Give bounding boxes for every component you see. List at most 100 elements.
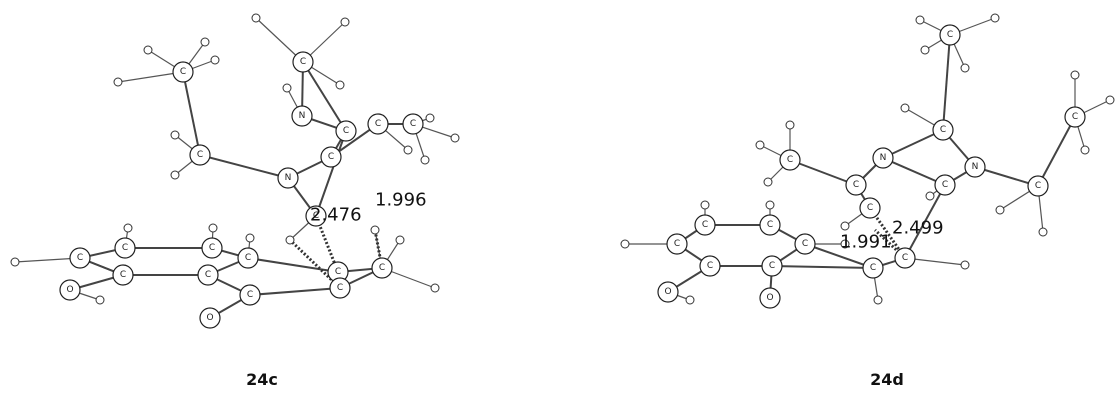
atom-label: C bbox=[853, 180, 859, 190]
structure-label: 24c bbox=[246, 370, 278, 389]
hydrogen bbox=[96, 296, 104, 304]
hydrogen bbox=[114, 78, 122, 86]
atom-label: C bbox=[707, 261, 713, 271]
bond bbox=[772, 266, 873, 268]
hydrogen bbox=[404, 146, 412, 154]
hydrogen bbox=[961, 261, 969, 269]
hydrogen bbox=[926, 192, 934, 200]
hydrogen bbox=[211, 56, 219, 64]
hydrogen bbox=[996, 206, 1004, 214]
hydrogen bbox=[451, 134, 459, 142]
atom-label: C bbox=[767, 220, 773, 230]
hydrogen bbox=[431, 284, 439, 292]
hydrogen bbox=[841, 222, 849, 230]
hydrogen bbox=[252, 14, 260, 22]
structure-label: 24d bbox=[870, 370, 904, 389]
figure: CCNCCNCCCCCCCCCOCCOCCC2.4761.99624cCCCNC… bbox=[0, 0, 1119, 401]
distance-label: 2.499 bbox=[892, 218, 944, 239]
atom-label: C bbox=[337, 283, 343, 293]
hydrogen bbox=[1106, 96, 1114, 104]
hydrogen bbox=[11, 258, 19, 266]
atom-label: C bbox=[245, 253, 251, 263]
atom-label: C bbox=[379, 263, 385, 273]
bond bbox=[1038, 117, 1075, 186]
atom-label: C bbox=[867, 203, 873, 213]
hydrogen bbox=[921, 46, 929, 54]
atom-label: C bbox=[180, 67, 186, 77]
atom-label: N bbox=[880, 153, 887, 163]
atom-label: O bbox=[206, 313, 213, 323]
atom-label: C bbox=[940, 125, 946, 135]
bond bbox=[200, 155, 288, 178]
atom-label: C bbox=[947, 30, 953, 40]
hydrogen bbox=[426, 114, 434, 122]
hydrogen bbox=[621, 240, 629, 248]
hydrogen bbox=[786, 121, 794, 129]
hydrogen bbox=[1039, 228, 1047, 236]
hydrogen bbox=[209, 224, 217, 232]
atom-label: C bbox=[769, 261, 775, 271]
atom-label: C bbox=[942, 180, 948, 190]
distance-label: 1.991 bbox=[840, 232, 892, 253]
atom-label: C bbox=[120, 270, 126, 280]
distance-label: 2.476 bbox=[310, 205, 362, 226]
atom-label: C bbox=[335, 267, 341, 277]
atom-label: C bbox=[410, 119, 416, 129]
atom-label: C bbox=[375, 119, 381, 129]
page: CCNCCNCCCCCCCCCOCCOCCC2.4761.99624cCCCNC… bbox=[0, 0, 1119, 401]
atom-label: C bbox=[1035, 181, 1041, 191]
hydrogen bbox=[756, 141, 764, 149]
hydrogen bbox=[1071, 71, 1079, 79]
hydrogen bbox=[421, 156, 429, 164]
atom-label: O bbox=[66, 285, 73, 295]
atom-label: C bbox=[1072, 112, 1078, 122]
atom-label: C bbox=[802, 239, 808, 249]
atom-label: O bbox=[664, 287, 671, 297]
atom-label: C bbox=[197, 150, 203, 160]
hydrogen bbox=[336, 81, 344, 89]
atom-label: C bbox=[300, 57, 306, 67]
hydrogen bbox=[901, 104, 909, 112]
atom-label: C bbox=[247, 290, 253, 300]
hydrogen bbox=[916, 16, 924, 24]
atom-label: N bbox=[299, 111, 306, 121]
hydrogen bbox=[1081, 146, 1089, 154]
hydrogen bbox=[201, 38, 209, 46]
atom-label: C bbox=[870, 263, 876, 273]
hydrogen bbox=[766, 201, 774, 209]
hydrogen bbox=[171, 131, 179, 139]
atom-label: N bbox=[972, 162, 979, 172]
atom-label: C bbox=[902, 253, 908, 263]
atom-label: N bbox=[285, 173, 292, 183]
atom-label: C bbox=[209, 243, 215, 253]
hydrogen bbox=[991, 14, 999, 22]
hydrogen bbox=[874, 296, 882, 304]
hydrogen bbox=[701, 201, 709, 209]
atom-label: O bbox=[766, 293, 773, 303]
atom-label: C bbox=[343, 126, 349, 136]
hydrogen bbox=[246, 234, 254, 242]
hydrogen bbox=[961, 64, 969, 72]
hydrogen bbox=[686, 296, 694, 304]
hydrogen bbox=[764, 178, 772, 186]
atom-label: C bbox=[702, 220, 708, 230]
atom-label: C bbox=[328, 152, 334, 162]
bond bbox=[316, 131, 346, 216]
atom-label: C bbox=[787, 155, 793, 165]
hydrogen bbox=[341, 18, 349, 26]
bond bbox=[250, 288, 340, 295]
hydrogen bbox=[371, 226, 379, 234]
hydrogen bbox=[286, 236, 294, 244]
bond bbox=[248, 258, 338, 272]
atom-label: C bbox=[205, 270, 211, 280]
hydrogen bbox=[144, 46, 152, 54]
distance-label: 1.996 bbox=[375, 190, 427, 211]
atom-label: C bbox=[77, 253, 83, 263]
hydrogen bbox=[124, 224, 132, 232]
hydrogen bbox=[171, 171, 179, 179]
atom-label: C bbox=[122, 243, 128, 253]
bond bbox=[943, 35, 950, 130]
atom-label: C bbox=[674, 239, 680, 249]
hydrogen bbox=[283, 84, 291, 92]
